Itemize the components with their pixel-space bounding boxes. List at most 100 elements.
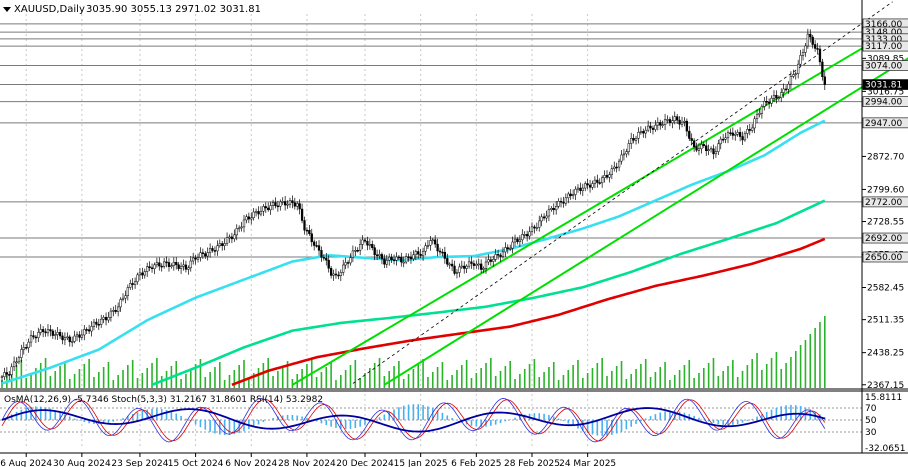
price-tick-label: 2728.55 <box>867 218 904 228</box>
candle-body <box>201 252 205 254</box>
candle-body <box>61 335 64 341</box>
candle-body <box>162 261 166 267</box>
volume-bar <box>586 373 589 388</box>
osma-bar <box>441 412 444 420</box>
candle-body <box>530 226 534 233</box>
osma-bar <box>25 408 27 420</box>
osma-bar <box>170 411 173 420</box>
candle-body <box>267 207 270 211</box>
candle-body <box>175 261 178 266</box>
candle-body <box>141 272 144 276</box>
candle-body <box>310 233 313 243</box>
candle-body <box>787 83 790 90</box>
osma-bar <box>712 420 715 423</box>
osma-bar <box>39 406 42 420</box>
candle-body <box>167 262 171 267</box>
candle-body <box>242 219 246 228</box>
candle-body <box>453 265 456 274</box>
osma-bar <box>436 410 439 420</box>
osma-bar <box>635 420 637 424</box>
candle-body <box>337 274 340 277</box>
volume-bar <box>790 357 792 388</box>
osma-bar <box>156 408 158 420</box>
volume-bar <box>688 360 691 388</box>
candle-body <box>724 137 727 140</box>
candle-body <box>574 188 577 195</box>
osma-bar <box>209 420 211 432</box>
osma-bar <box>54 410 57 420</box>
candle-body <box>296 203 299 207</box>
osma-bar <box>315 420 318 422</box>
osma-bar <box>407 404 410 420</box>
candle-body <box>470 261 473 264</box>
candle-body <box>450 263 454 267</box>
candle-body <box>801 52 805 56</box>
volume-bar <box>83 364 86 388</box>
candle-body <box>426 245 430 247</box>
candle-body <box>383 258 386 265</box>
date-label: 6 Feb 2025 <box>451 459 501 467</box>
volume-bar <box>519 374 521 388</box>
volume-bar <box>364 373 366 388</box>
osma-bar <box>727 420 729 426</box>
candle-body <box>588 184 592 188</box>
osma-bar <box>640 420 642 422</box>
volume-bar <box>383 376 386 388</box>
candle-body <box>199 252 202 258</box>
volume-bar <box>504 366 507 388</box>
candle-body <box>327 259 330 269</box>
candle-body <box>557 200 560 207</box>
candle-body <box>368 243 371 246</box>
candle-body <box>216 245 219 252</box>
candle-body <box>303 220 306 231</box>
candle-body <box>734 134 737 136</box>
candle-body <box>63 337 67 341</box>
volume-bar <box>717 376 720 388</box>
osma-bar <box>678 411 681 420</box>
osma-bar <box>320 420 323 424</box>
osma-bar <box>272 418 274 420</box>
price-tick-label: 2799.60 <box>867 185 904 195</box>
osma-bar <box>180 415 182 420</box>
candle-body <box>562 201 565 204</box>
dropdown-arrow-icon[interactable] <box>3 7 11 12</box>
candle-body <box>407 256 410 258</box>
ma-mid-line <box>151 199 826 387</box>
candle-body <box>68 336 71 343</box>
candle-body <box>409 256 413 260</box>
date-axis: 6 Aug 2024 30 Aug 2024 23 Sep 2024 15 Oct 2… <box>0 452 908 467</box>
candle-body <box>182 264 185 267</box>
osma-bar <box>262 420 265 423</box>
osma-bar <box>591 420 594 435</box>
osma-bar <box>286 414 289 420</box>
volume-bar <box>456 370 458 388</box>
candle-body <box>283 201 287 206</box>
candle-body <box>361 239 364 245</box>
candle-body <box>300 208 304 221</box>
volume-bar <box>683 365 686 388</box>
candle-body <box>813 44 817 49</box>
candle-body <box>780 92 783 98</box>
volume-bar <box>644 359 647 388</box>
rsi-line <box>1 407 826 433</box>
volume-bar <box>209 372 211 388</box>
osma-bar <box>349 420 352 429</box>
volume-bar <box>417 364 420 388</box>
volume-bar <box>538 377 541 388</box>
candle-body <box>770 98 773 104</box>
candle-body <box>722 138 725 141</box>
candles <box>0 28 826 383</box>
osma-bar <box>402 405 405 420</box>
candle-body <box>373 247 376 256</box>
candle-body <box>579 187 582 191</box>
volume-bar <box>219 362 221 388</box>
volume-bar <box>824 316 826 388</box>
volume-bar <box>20 360 23 388</box>
candle-body <box>525 234 529 237</box>
candle-body <box>489 259 492 262</box>
candle-body <box>392 259 396 262</box>
candle-body <box>654 124 657 130</box>
oscillator-level-label: 50 <box>865 416 877 426</box>
volume-bar <box>722 371 724 388</box>
